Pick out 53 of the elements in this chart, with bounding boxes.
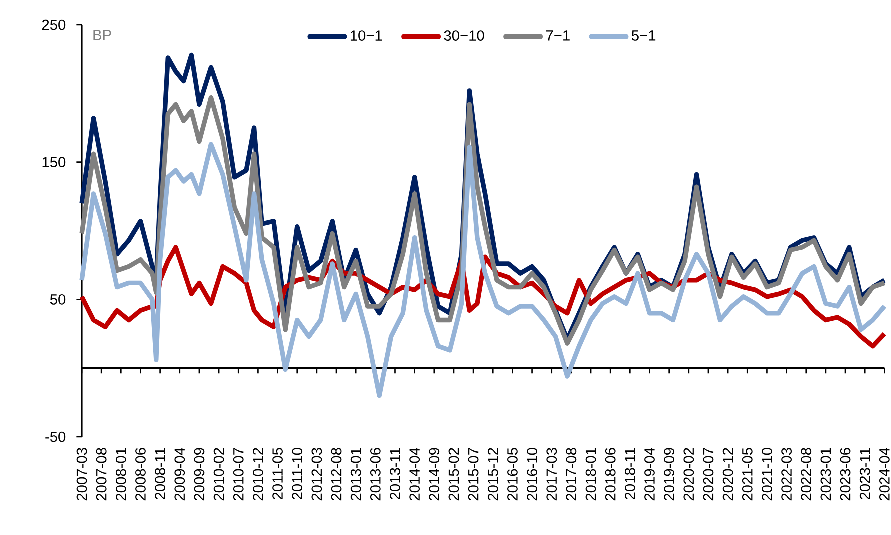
x-tick-label: 2011-05: [272, 448, 283, 500]
x-tick-label: 2023-11: [860, 448, 870, 500]
x-tick-label: 2008-06: [136, 448, 146, 501]
x-tick-label: 2014-04: [410, 448, 420, 501]
x-tick-label: 2020-07: [703, 448, 714, 501]
x-tick-label: 2020-12: [722, 448, 734, 501]
x-tick-label: 2022-08: [801, 448, 812, 501]
x-tick-label: 2011-10: [292, 448, 303, 500]
x-tick-label: 2015-02: [448, 448, 460, 501]
x-tick-label: 2021-10: [762, 448, 772, 501]
x-tick-label: 2017-08: [566, 448, 577, 501]
x-tick-label: 2018-06: [605, 448, 616, 501]
x-tick-label: 2016-05: [508, 448, 518, 501]
line-series: [80, 95, 888, 346]
x-tick-label: 2023-01: [820, 448, 832, 501]
legend-label: 10−1: [350, 30, 382, 41]
x-tick-label: 2012-08: [331, 448, 342, 501]
x-tick-label: 2023-06: [840, 448, 851, 501]
x-tick-label: 2019-09: [664, 448, 675, 501]
x-tick-label: 2014-09: [429, 448, 440, 501]
x-tick-label: 2013-01: [350, 448, 362, 501]
y-tick-label: -50: [46, 432, 66, 442]
x-tick-label: 2021-05: [742, 448, 753, 501]
x-tick-label: 2007-08: [96, 448, 107, 501]
x-tick-label: 2009-04: [174, 448, 186, 501]
x-tick-label: 2010-12: [253, 448, 264, 501]
x-tick-label: 2020-02: [684, 448, 694, 501]
x-tick-label: 2015-12: [488, 448, 498, 501]
x-tick-label: 2012-03: [312, 448, 322, 501]
x-tick-label: 2017-03: [546, 448, 558, 501]
x-tick-label: 2008-01: [116, 448, 126, 501]
x-tick-label: 2018-01: [586, 448, 596, 501]
legend-label: 30−10: [444, 30, 484, 41]
x-tick-label: 2007-03: [76, 448, 88, 501]
x-tick-label: 2013-06: [370, 448, 381, 501]
legend-label: 5−1: [632, 30, 656, 41]
x-tick-label: 2010-02: [214, 448, 224, 501]
x-tick-label: 2013-11: [390, 448, 400, 500]
y-tick-label: 50: [50, 294, 66, 305]
y-axis-title: BP: [94, 30, 112, 40]
y-tick-label: 150: [42, 157, 66, 168]
y-tick-label: 250: [42, 20, 66, 30]
x-tick-label: 2015-07: [468, 448, 479, 501]
legend-label: 7−1: [546, 30, 570, 41]
x-tick-label: 2019-04: [644, 448, 655, 501]
x-tick-label: 2008-11: [155, 448, 166, 500]
x-tick-label: 2016-10: [527, 448, 538, 501]
x-tick-label: 2024-04: [880, 448, 890, 501]
line-series: [80, 142, 888, 398]
x-tick-label: 2018-11: [624, 448, 636, 500]
x-tick-label: 2009-09: [194, 448, 205, 501]
x-tick-label: 2010-07: [233, 448, 244, 501]
x-tick-label: 2022-03: [782, 448, 792, 501]
